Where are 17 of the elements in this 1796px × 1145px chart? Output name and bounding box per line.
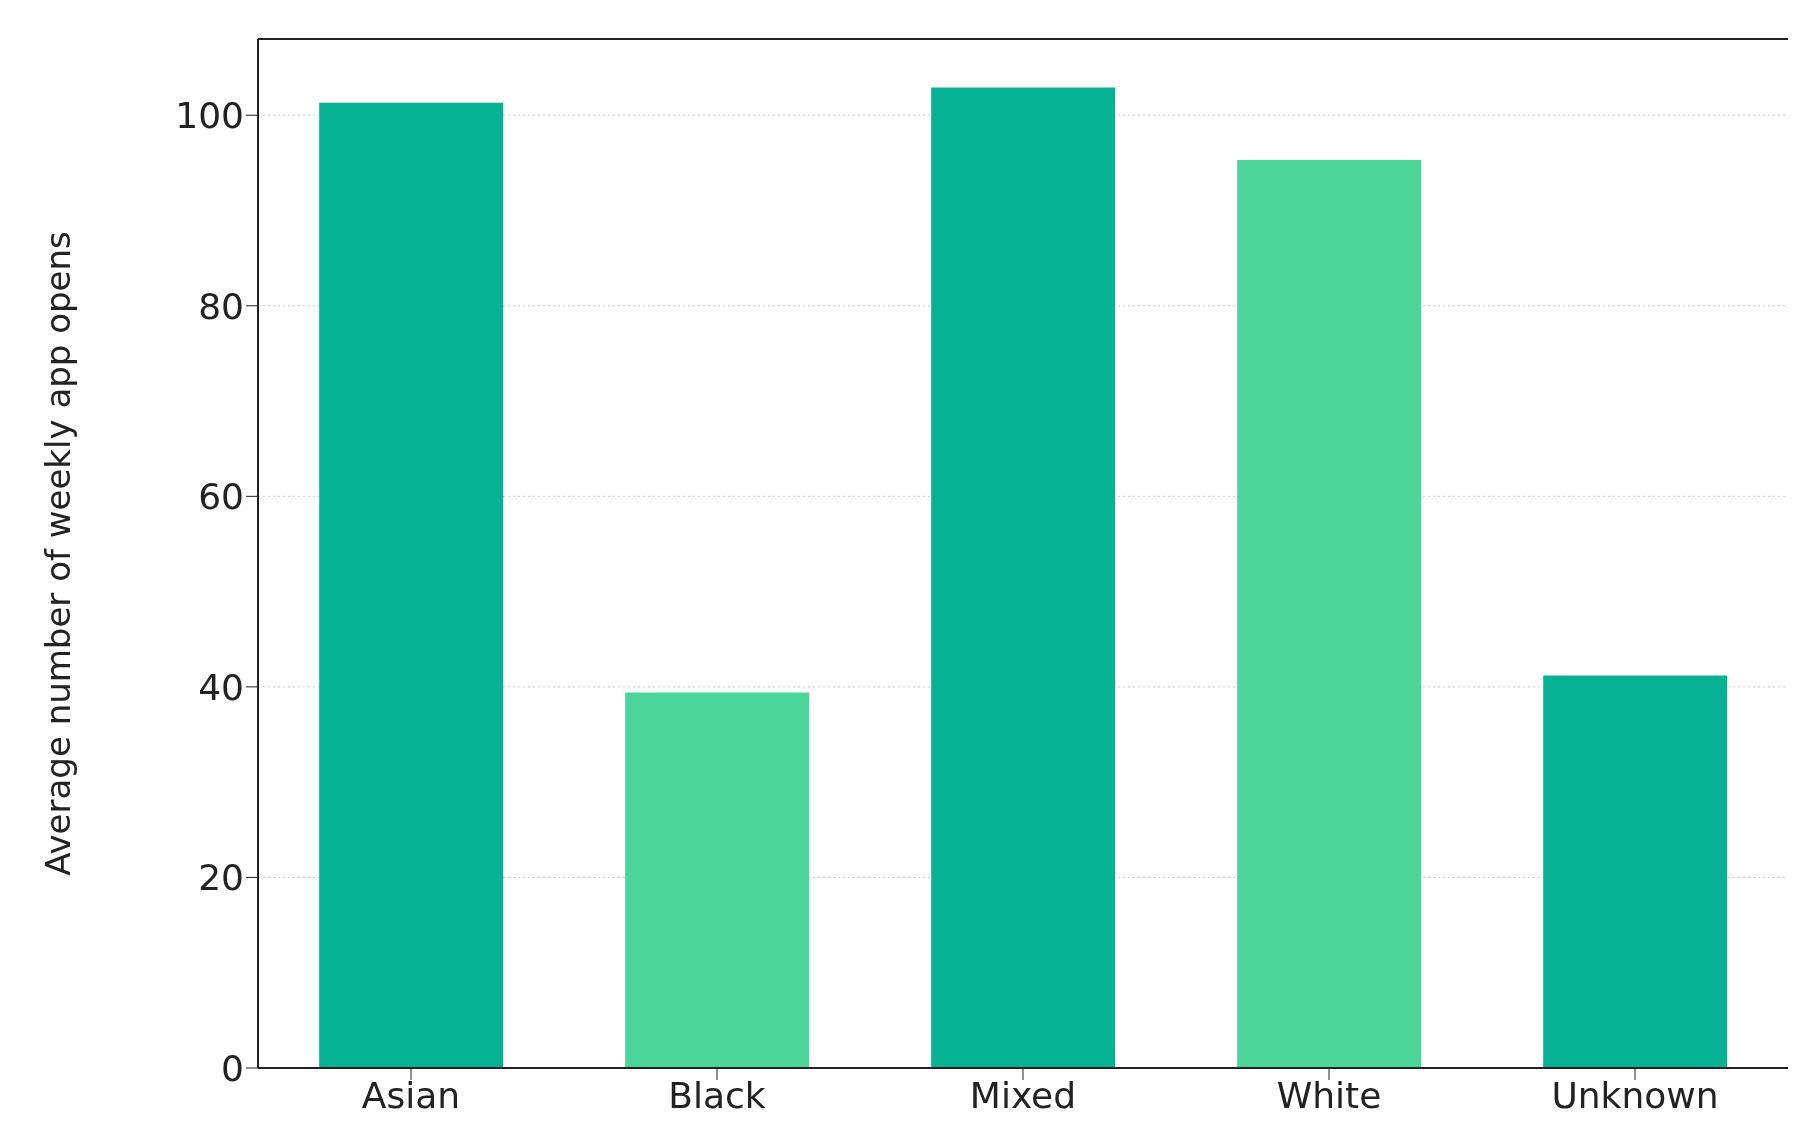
x-tick-label: Asian [361, 1074, 461, 1116]
y-tick-label: 0 [221, 1047, 244, 1089]
x-tick-label: Unknown [1551, 1074, 1719, 1116]
bar [1543, 675, 1728, 1068]
y-tick-label: 80 [198, 285, 244, 327]
x-tick-label: White [1276, 1074, 1382, 1116]
bar [625, 692, 810, 1068]
y-tick-label: 40 [198, 666, 244, 708]
x-tick-label: Mixed [969, 1074, 1077, 1116]
y-tick-label: 60 [198, 476, 244, 518]
bar [931, 87, 1116, 1068]
x-tick-label: Black [668, 1074, 766, 1116]
y-tick-label: 100 [175, 95, 244, 136]
y-axis-title: Average number of weekly app opens [38, 231, 79, 876]
y-tick-label: 20 [198, 857, 244, 899]
bar [1237, 160, 1422, 1068]
bar [319, 102, 504, 1068]
